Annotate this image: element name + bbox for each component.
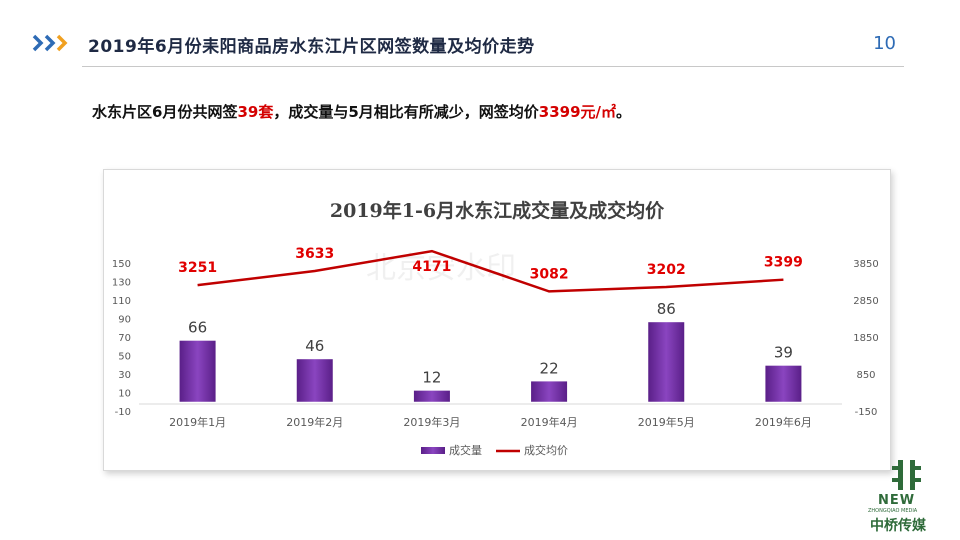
summary-part1: 水东片区6月份共网签 bbox=[92, 103, 238, 121]
volume-data-label: 46 bbox=[305, 337, 324, 355]
volume-data-label: 22 bbox=[540, 359, 559, 377]
volume-data-label: 86 bbox=[657, 300, 676, 318]
volume-bar bbox=[179, 340, 216, 402]
price-data-label: 3633 bbox=[295, 246, 334, 262]
price-data-label: 3251 bbox=[178, 260, 217, 276]
right-axis-tick-label: 850 bbox=[856, 370, 875, 381]
price-series-line bbox=[197, 249, 784, 293]
right-axis-tick-label: 1850 bbox=[853, 333, 878, 344]
category-label: 2019年4月 bbox=[521, 415, 578, 429]
left-axis-tick-label: 10 bbox=[118, 389, 131, 400]
slide-header: 2019年6月份耒阳商品房水东江片区网签数量及均价走势 10 bbox=[0, 0, 960, 72]
left-axis-tick-label: 150 bbox=[112, 259, 131, 270]
summary-part3: 。 bbox=[616, 103, 632, 121]
right-axis-tick-label: 3850 bbox=[853, 259, 878, 270]
category-label: 2019年2月 bbox=[286, 415, 343, 429]
volume-data-label: 12 bbox=[422, 369, 441, 387]
category-label: 2019年6月 bbox=[755, 415, 812, 429]
left-axis-tick-label: 70 bbox=[118, 333, 131, 344]
volume-bar bbox=[413, 390, 450, 402]
summary-count: 39套 bbox=[237, 103, 274, 121]
volume-bar bbox=[531, 381, 568, 402]
price-data-label: 3082 bbox=[530, 266, 569, 282]
chart-title: 2019年1-6月水东江成交量及成交均价 bbox=[330, 199, 665, 222]
right-axis-tick-label: 2850 bbox=[853, 296, 878, 307]
chevrons-icon bbox=[32, 34, 68, 52]
volume-bar bbox=[648, 322, 685, 402]
summary-price: 3399元/㎡ bbox=[538, 103, 617, 121]
legend-bar-label: 成交量 bbox=[449, 443, 482, 457]
category-label: 2019年1月 bbox=[169, 415, 226, 429]
page-title: 2019年6月份耒阳商品房水东江片区网签数量及均价走势 bbox=[88, 37, 535, 57]
left-axis-tick-label: -10 bbox=[115, 407, 131, 418]
price-data-label: 3399 bbox=[764, 255, 803, 271]
chart-legend: 成交量 成交均价 bbox=[421, 443, 568, 457]
price-data-label: 3202 bbox=[647, 262, 686, 278]
logo-subtitle: ZHONGQIAO MEDIA bbox=[868, 508, 918, 514]
logo-mark-icon bbox=[892, 460, 921, 490]
summary-part2: ，成交量与5月相比有所减少，网签均价 bbox=[273, 103, 539, 121]
left-axis-tick-label: 110 bbox=[112, 296, 131, 307]
category-label: 2019年5月 bbox=[638, 415, 695, 429]
chart-panel: 北京安水印 2019年1-6月水东江成交量及成交均价 -10 10 30 50 70 90… bbox=[103, 169, 891, 471]
company-logo: NEW ZHONGQIAO MEDIA 中桥传媒 bbox=[866, 458, 956, 538]
left-axis-tick-label: 30 bbox=[118, 370, 131, 381]
summary-text: 水东片区6月份共网签39套，成交量与5月相比有所减少，网签均价3399元/㎡。 bbox=[92, 101, 631, 122]
legend-bar-swatch bbox=[421, 447, 445, 454]
page-number: 10 bbox=[873, 33, 896, 54]
legend-line-label: 成交均价 bbox=[524, 443, 568, 457]
left-axis-tick-label: 130 bbox=[112, 278, 131, 289]
left-axis-tick-label: 90 bbox=[118, 315, 131, 326]
volume-bar bbox=[765, 365, 802, 402]
title-divider bbox=[82, 66, 904, 67]
combo-chart: 北京安水印 2019年1-6月水东江成交量及成交均价 -101030507090… bbox=[112, 199, 879, 457]
left-axis-tick-label: 50 bbox=[118, 352, 131, 363]
category-label: 2019年3月 bbox=[403, 415, 460, 429]
logo-new-text: NEW bbox=[878, 493, 916, 508]
volume-bar bbox=[296, 359, 333, 402]
volume-data-label: 39 bbox=[774, 344, 793, 362]
volume-data-label: 66 bbox=[188, 319, 207, 337]
right-axis-tick-label: -150 bbox=[855, 407, 878, 418]
logo-chinese-name: 中桥传媒 bbox=[870, 518, 926, 534]
price-data-label: 4171 bbox=[412, 259, 451, 275]
